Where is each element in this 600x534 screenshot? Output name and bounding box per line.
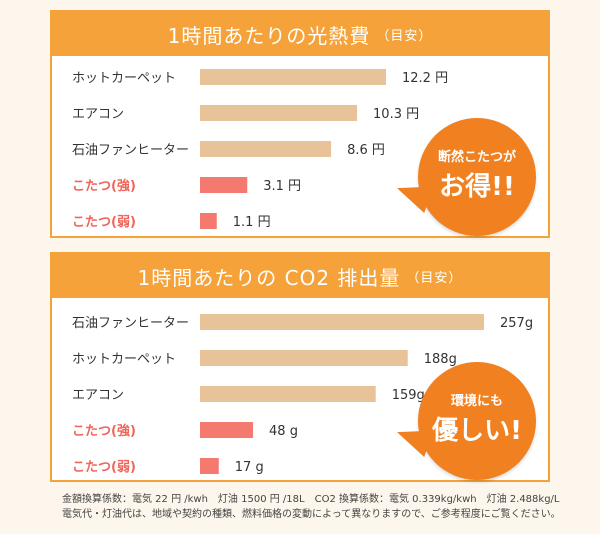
co2-value-label: 48 g <box>269 424 298 439</box>
co2-category-label: ホットカーペット <box>72 352 176 367</box>
footnote: 金額換算係数：電気 22 円 /kwh 灯油 1500 円 /18L CO2 換… <box>62 492 562 522</box>
co2-panel-header: 1時間あたりの CO2 排出量 （目安） <box>52 254 548 298</box>
cost-value-label: 12.2 円 <box>402 71 448 86</box>
cost-bar <box>200 69 386 85</box>
co2-callout-line2: 優しい! <box>432 416 522 446</box>
cost-bar <box>200 105 358 121</box>
co2-callout-line1: 環境にも <box>450 394 503 409</box>
cost-chart-title: 1時間あたりの光熱費 <box>167 23 371 48</box>
footnote-coefficients: 金額換算係数：電気 22 円 /kwh 灯油 1500 円 /18L CO2 換… <box>62 494 560 505</box>
co2-bar-chart: 石油ファンヒーター 257g ホットカーペット 188g エアコン 159g こたつ(強) 4… <box>72 314 533 475</box>
co2-value-label: 257g <box>500 316 533 331</box>
cost-value-label: 10.3 円 <box>373 107 419 122</box>
cost-panel-header: 1時間あたりの光熱費 （目安） <box>52 12 548 56</box>
co2-callout-bubble: 環境にも 優しい! <box>392 362 536 480</box>
cost-category-label: ホットカーペット <box>72 71 176 86</box>
co2-bar <box>200 422 254 438</box>
cost-value-label: 1.1 円 <box>233 215 271 230</box>
co2-value-label: 159g <box>392 388 425 403</box>
cost-callout-bubble: 断然こたつが お得!! <box>392 118 536 236</box>
co2-bar <box>200 350 408 366</box>
co2-bar <box>200 458 219 474</box>
co2-category-label: こたつ(強) <box>72 423 136 439</box>
cost-category-label: エアコン <box>72 107 124 122</box>
co2-chart-title: 1時間あたりの CO2 排出量 <box>137 265 401 290</box>
cost-chart-subtitle: （目安） <box>376 28 433 44</box>
cost-bar <box>200 213 217 229</box>
co2-bar <box>200 386 376 402</box>
cost-category-label: こたつ(強) <box>72 178 136 194</box>
co2-chart-subtitle: （目安） <box>406 270 463 286</box>
co2-bar <box>200 314 484 330</box>
footnote-disclaimer: 電気代・灯油代は、地域や契約の種類、燃料価格の変動によって異なりますので、ご参考… <box>62 509 561 520</box>
cost-bar <box>200 141 332 157</box>
co2-value-label: 17 g <box>235 460 264 475</box>
cost-value-label: 3.1 円 <box>263 179 301 194</box>
cost-category-label: 石油ファンヒーター <box>72 143 189 158</box>
cost-value-label: 8.6 円 <box>347 143 385 158</box>
co2-category-label: 石油ファンヒーター <box>72 316 189 331</box>
co2-category-label: こたつ(弱) <box>72 459 136 475</box>
cost-callout-line1: 断然こたつが <box>437 150 516 165</box>
cost-callout-line2: お得!! <box>439 172 515 202</box>
co2-value-label: 188g <box>424 352 457 367</box>
cost-category-label: こたつ(弱) <box>72 214 136 230</box>
co2-category-label: エアコン <box>72 388 124 403</box>
cost-bar <box>200 177 248 193</box>
